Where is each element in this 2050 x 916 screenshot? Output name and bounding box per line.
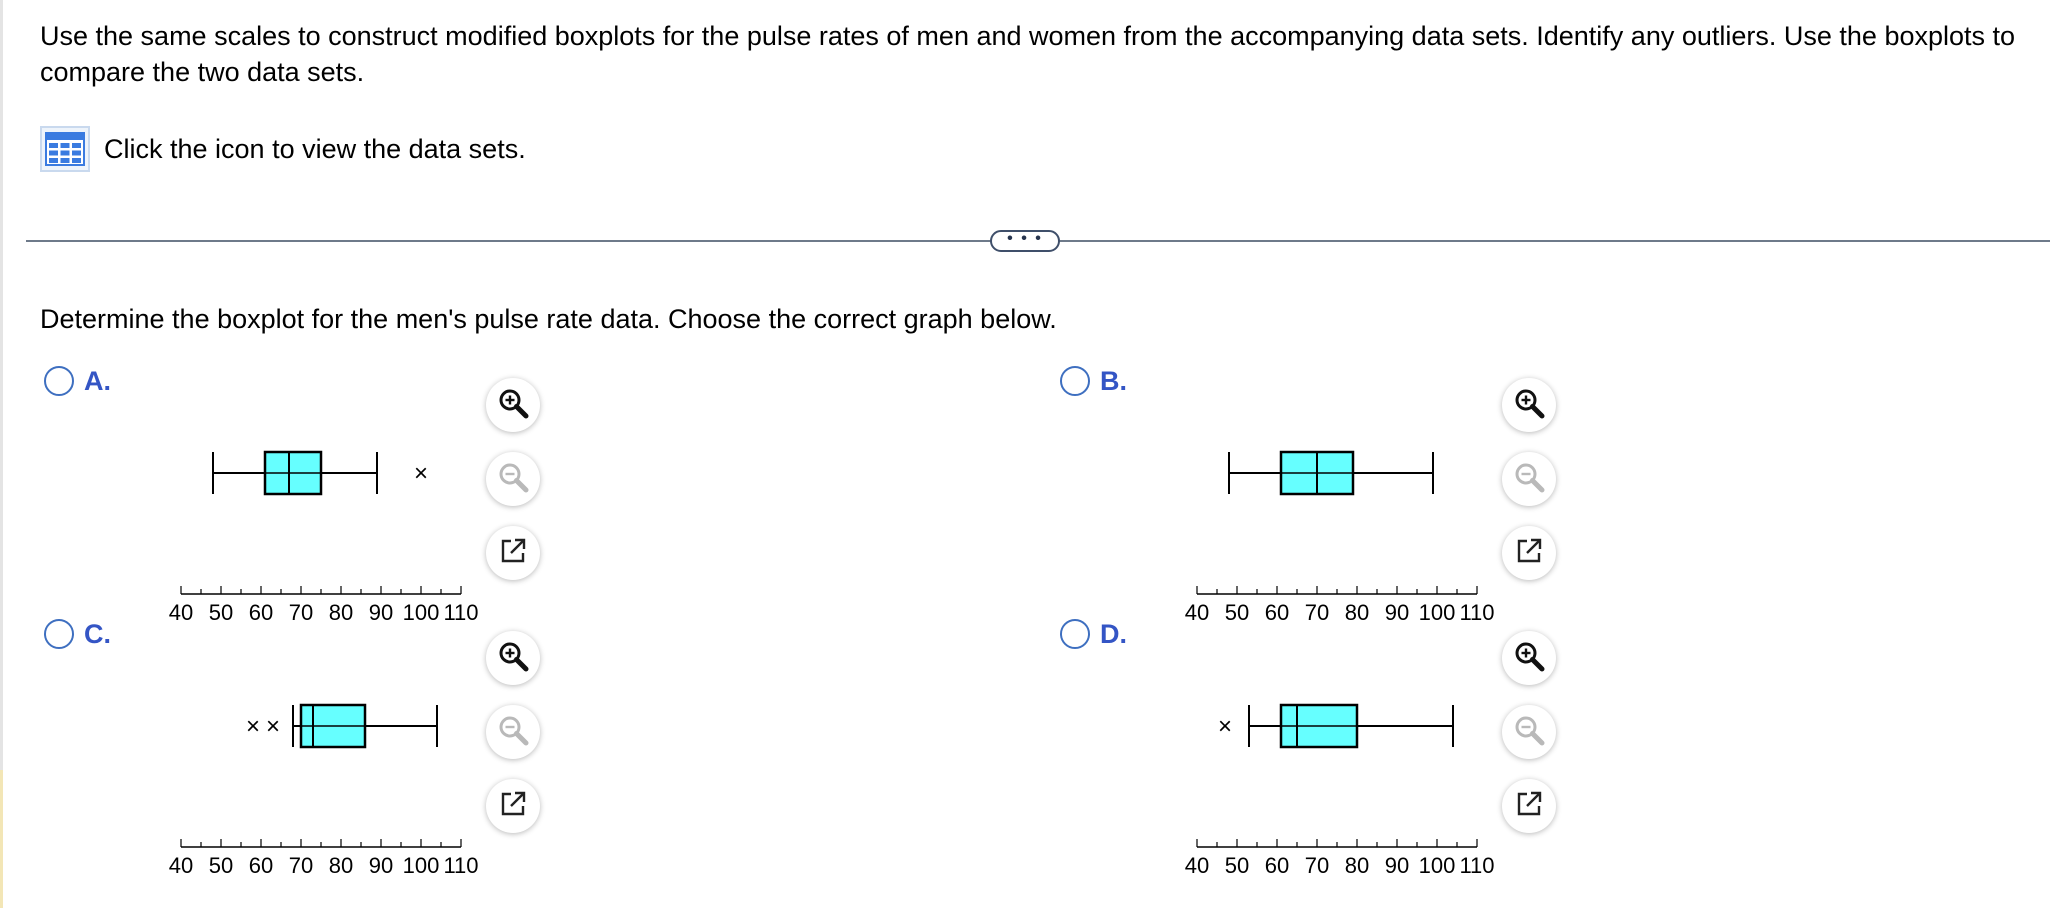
tick-label: 90 [369, 600, 393, 625]
outlier-mark: × [246, 713, 260, 740]
tick-label: 100 [1419, 600, 1456, 625]
answer-option-c[interactable]: C. × × 40 50 60 70 80 90 100 110 [44, 619, 644, 879]
zoom-out-button[interactable] [1502, 705, 1556, 759]
zoom-out-icon [496, 713, 530, 752]
tick-label: 100 [403, 853, 440, 878]
zoom-in-icon [496, 386, 530, 425]
tick-label: 80 [1345, 600, 1369, 625]
zoom-in-button[interactable] [486, 378, 540, 432]
pop-out-button[interactable] [486, 779, 540, 833]
tick-label: 40 [1185, 600, 1209, 625]
tick-label: 110 [443, 600, 478, 625]
outlier-mark: × [1218, 713, 1232, 740]
tick-label: 50 [1225, 600, 1249, 625]
tick-label: 60 [1265, 853, 1289, 878]
zoom-out-icon [1512, 713, 1546, 752]
pop-out-icon [1514, 789, 1544, 824]
zoom-in-button[interactable] [1502, 378, 1556, 432]
tick-label: 100 [403, 600, 440, 625]
more-button[interactable]: • • • [990, 230, 1060, 252]
pop-out-icon [498, 536, 528, 571]
zoom-in-icon [496, 639, 530, 678]
tick-label: 60 [249, 853, 273, 878]
answer-option-d[interactable]: D. × 40 50 60 70 80 90 100 110 [1060, 619, 1660, 879]
zoom-in-icon [1512, 639, 1546, 678]
zoom-out-button[interactable] [1502, 452, 1556, 506]
pop-out-button[interactable] [486, 526, 540, 580]
tick-label: 90 [369, 853, 393, 878]
tick-label: 110 [1459, 600, 1494, 625]
zoom-in-button[interactable] [1502, 631, 1556, 685]
tick-label: 90 [1385, 853, 1409, 878]
radio-button-c[interactable] [44, 619, 74, 649]
data-table-icon[interactable] [40, 126, 90, 172]
tick-label: 60 [249, 600, 273, 625]
boxplot-b: 40 50 60 70 80 90 100 110 [1185, 450, 1495, 625]
pop-out-button[interactable] [1502, 526, 1556, 580]
tick-label: 70 [1305, 853, 1329, 878]
pop-out-icon [498, 789, 528, 824]
tick-label: 90 [1385, 600, 1409, 625]
pop-out-icon [1514, 536, 1544, 571]
zoom-in-icon [1512, 386, 1546, 425]
tick-label: 100 [1419, 853, 1456, 878]
boxplot-a: × 40 50 60 70 80 90 100 110 [169, 450, 479, 625]
tick-label: 50 [1225, 853, 1249, 878]
tick-label: 80 [329, 600, 353, 625]
tick-label: 50 [209, 600, 233, 625]
radio-button-d[interactable] [1060, 619, 1090, 649]
option-letter: B. [1100, 366, 1127, 396]
answer-option-a[interactable]: A. × 40 50 60 70 80 90 100 110 [44, 366, 644, 626]
option-letter: A. [84, 366, 111, 396]
tick-label: 40 [1185, 853, 1209, 878]
zoom-out-icon [1512, 460, 1546, 499]
zoom-in-button[interactable] [486, 631, 540, 685]
tick-label: 80 [1345, 853, 1369, 878]
question-prompt: Use the same scales to construct modifie… [40, 21, 2016, 87]
boxplot-d: × 40 50 60 70 80 90 100 110 [1185, 703, 1495, 878]
tick-label: 110 [1459, 853, 1494, 878]
outlier-mark: × [414, 460, 428, 487]
zoom-out-icon [496, 460, 530, 499]
part-prompt: Determine the boxplot for the men's puls… [40, 304, 1057, 334]
tick-label: 40 [169, 600, 193, 625]
outlier-mark: × [266, 713, 280, 740]
boxplot-c: × × 40 50 60 70 80 90 100 110 [169, 703, 479, 878]
pop-out-button[interactable] [1502, 779, 1556, 833]
tick-label: 70 [1305, 600, 1329, 625]
tick-label: 70 [289, 600, 313, 625]
page-left-edge-accent [0, 770, 3, 908]
tick-label: 80 [329, 853, 353, 878]
tick-label: 40 [169, 853, 193, 878]
option-letter: D. [1100, 619, 1127, 649]
tick-label: 70 [289, 853, 313, 878]
tick-label: 50 [209, 853, 233, 878]
dataset-link-label[interactable]: Click the icon to view the data sets. [104, 133, 526, 164]
zoom-out-button[interactable] [486, 705, 540, 759]
answer-option-b[interactable]: B. 40 50 60 70 80 90 100 110 [1060, 366, 1660, 626]
zoom-out-button[interactable] [486, 452, 540, 506]
tick-label: 60 [1265, 600, 1289, 625]
tick-label: 110 [443, 853, 478, 878]
page-left-edge [0, 0, 3, 908]
dataset-link[interactable]: Click the icon to view the data sets. [40, 126, 526, 172]
option-letter: C. [84, 619, 111, 649]
radio-button-b[interactable] [1060, 366, 1090, 396]
radio-button-a[interactable] [44, 366, 74, 396]
